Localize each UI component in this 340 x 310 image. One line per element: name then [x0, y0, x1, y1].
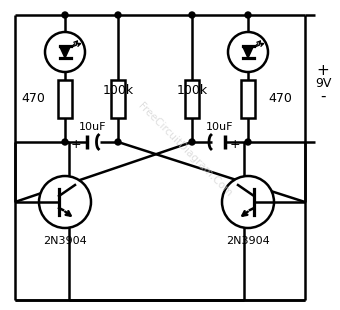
- Circle shape: [228, 32, 268, 72]
- Circle shape: [115, 139, 121, 145]
- Text: -: -: [320, 89, 326, 104]
- Circle shape: [245, 139, 251, 145]
- Circle shape: [245, 12, 251, 18]
- Text: 10uF: 10uF: [79, 122, 106, 132]
- Text: +: +: [317, 63, 329, 78]
- Text: +: +: [71, 138, 82, 150]
- Text: FreeCircuitDiagram.Com: FreeCircuitDiagram.Com: [136, 101, 234, 199]
- Text: 2N3904: 2N3904: [226, 236, 270, 246]
- Circle shape: [222, 176, 274, 228]
- Text: 470: 470: [21, 92, 45, 105]
- Circle shape: [62, 12, 68, 18]
- Circle shape: [45, 32, 85, 72]
- Text: 9V: 9V: [315, 77, 331, 90]
- Text: 100k: 100k: [176, 85, 207, 98]
- Polygon shape: [242, 46, 254, 58]
- Text: 2N3904: 2N3904: [43, 236, 87, 246]
- Text: 470: 470: [268, 92, 292, 105]
- Circle shape: [39, 176, 91, 228]
- Text: +: +: [230, 138, 241, 150]
- Text: 100k: 100k: [102, 85, 134, 98]
- Bar: [58, 80, 72, 118]
- Bar: [111, 80, 125, 118]
- Text: 10uF: 10uF: [206, 122, 234, 132]
- Bar: [241, 80, 255, 118]
- Circle shape: [115, 12, 121, 18]
- Circle shape: [189, 12, 195, 18]
- Bar: [185, 80, 199, 118]
- Circle shape: [189, 139, 195, 145]
- Circle shape: [62, 139, 68, 145]
- Polygon shape: [59, 46, 70, 58]
